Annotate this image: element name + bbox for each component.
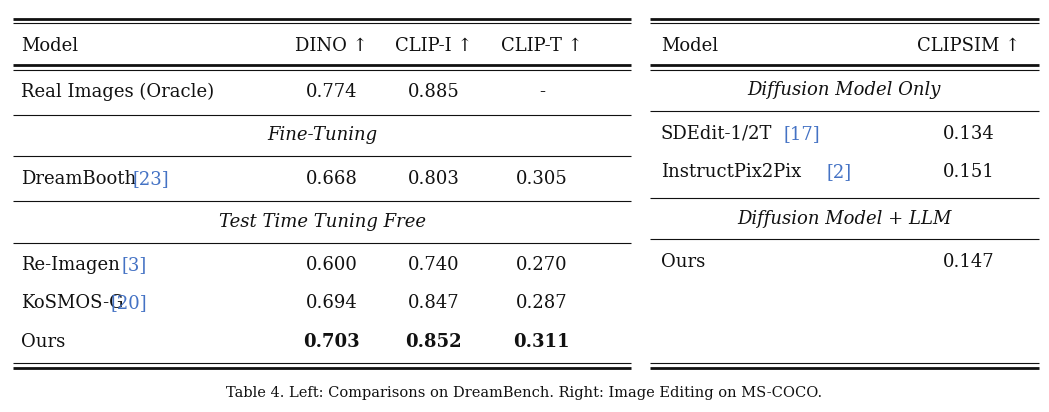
Text: Diffusion Model Only: Diffusion Model Only (748, 82, 941, 99)
Text: 0.270: 0.270 (516, 256, 568, 274)
Text: 0.311: 0.311 (514, 333, 570, 351)
Text: 0.668: 0.668 (305, 170, 358, 187)
Text: InstructPix2Pix: InstructPix2Pix (661, 163, 801, 181)
Text: 0.151: 0.151 (943, 163, 994, 181)
Text: [2]: [2] (827, 163, 852, 181)
Text: DreamBooth [23]: DreamBooth [23] (21, 170, 178, 187)
Text: [17]: [17] (784, 125, 820, 143)
Text: -: - (539, 83, 544, 101)
Text: DINO ↑: DINO ↑ (295, 37, 368, 55)
Text: KoSMOS-G: KoSMOS-G (21, 295, 124, 312)
Text: 0.803: 0.803 (407, 170, 459, 187)
Text: 0.847: 0.847 (408, 295, 459, 312)
Text: CLIP-I ↑: CLIP-I ↑ (394, 37, 472, 55)
Text: CLIP-T ↑: CLIP-T ↑ (500, 37, 582, 55)
Text: Diffusion Model + LLM: Diffusion Model + LLM (737, 210, 951, 227)
Text: [20]: [20] (111, 295, 148, 312)
Text: 0.852: 0.852 (405, 333, 462, 351)
Text: 0.134: 0.134 (943, 125, 994, 143)
Text: Ours: Ours (661, 253, 705, 271)
Text: Model: Model (661, 37, 718, 55)
Text: 0.600: 0.600 (305, 256, 358, 274)
Text: 0.774: 0.774 (305, 83, 357, 101)
Text: Real Images (Oracle): Real Images (Oracle) (21, 83, 214, 101)
Text: DreamBooth: DreamBooth (21, 170, 136, 187)
Text: CLIPSIM ↑: CLIPSIM ↑ (917, 37, 1021, 55)
Text: 0.885: 0.885 (408, 83, 459, 101)
Text: [23]: [23] (132, 170, 169, 187)
Text: Fine-Tuning: Fine-Tuning (267, 126, 377, 144)
Text: 0.147: 0.147 (943, 253, 994, 271)
Text: 0.703: 0.703 (303, 333, 360, 351)
Text: 0.694: 0.694 (305, 295, 358, 312)
Text: SDEdit-1/2T: SDEdit-1/2T (661, 125, 772, 143)
Text: Re-Imagen [3]: Re-Imagen [3] (21, 256, 151, 274)
Text: 0.287: 0.287 (516, 295, 568, 312)
Text: Model: Model (21, 37, 78, 55)
Text: SDEdit-1/2T [17]: SDEdit-1/2T [17] (661, 125, 815, 143)
Text: [3]: [3] (122, 256, 147, 274)
Text: 0.740: 0.740 (408, 256, 459, 274)
Text: Test Time Tuning Free: Test Time Tuning Free (218, 213, 426, 231)
Text: Ours: Ours (21, 333, 65, 351)
Text: InstructPix2Pix [2]: InstructPix2Pix [2] (661, 163, 832, 181)
Text: Table 4. Left: Comparisons on DreamBench. Right: Image Editing on MS-COCO.: Table 4. Left: Comparisons on DreamBench… (227, 386, 822, 400)
Text: KoSMOS-G [20]: KoSMOS-G [20] (21, 295, 166, 312)
Text: Re-Imagen: Re-Imagen (21, 256, 120, 274)
Text: 0.305: 0.305 (516, 170, 568, 187)
